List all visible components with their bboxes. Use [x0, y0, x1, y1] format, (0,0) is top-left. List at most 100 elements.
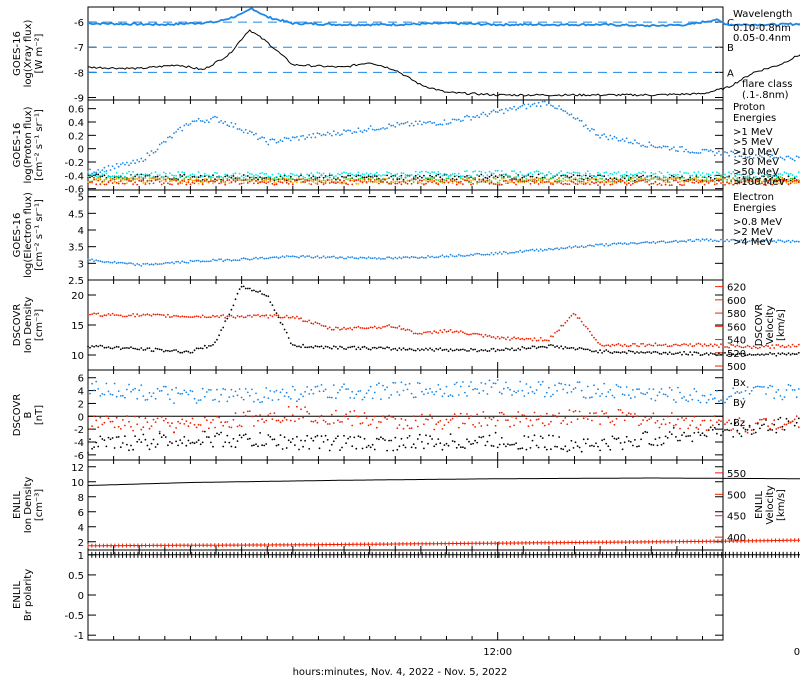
data-point	[666, 171, 669, 174]
data-point	[580, 347, 583, 350]
data-point	[625, 137, 628, 140]
data-point	[242, 257, 245, 260]
data-point	[738, 345, 741, 348]
data-point	[480, 436, 483, 439]
data-point	[142, 433, 145, 436]
data-point	[210, 316, 212, 319]
data-point	[765, 152, 767, 155]
y-right-tick-label: 500	[727, 362, 746, 373]
data-point	[705, 148, 708, 151]
data-point	[324, 176, 327, 179]
data-point	[570, 247, 573, 249]
data-point	[423, 175, 425, 178]
data-point	[617, 351, 620, 354]
data-point	[361, 177, 364, 180]
data-point	[177, 315, 180, 318]
data-point	[224, 183, 227, 186]
data-point	[595, 338, 597, 341]
data-point	[666, 145, 669, 148]
data-point	[773, 347, 776, 349]
data-point	[343, 257, 345, 260]
data-point	[380, 180, 382, 183]
data-point	[117, 177, 120, 180]
data-point	[171, 350, 173, 352]
data-point	[105, 183, 108, 186]
data-point	[212, 343, 214, 346]
data-point	[201, 314, 204, 317]
data-point	[668, 351, 671, 354]
data-point	[193, 260, 196, 262]
data-point	[455, 174, 458, 177]
data-point	[363, 176, 366, 179]
data-point	[433, 121, 436, 124]
data-point	[738, 239, 741, 242]
data-point	[222, 387, 225, 390]
data-point	[599, 173, 601, 176]
data-point	[291, 385, 294, 388]
data-point	[177, 350, 180, 353]
data-point	[732, 353, 735, 356]
data-point	[662, 240, 665, 243]
data-point	[648, 141, 651, 144]
data-point	[101, 173, 104, 176]
data-point	[470, 183, 472, 186]
data-point	[713, 343, 716, 346]
data-point	[459, 120, 462, 123]
data-point	[689, 176, 692, 179]
data-point	[216, 172, 218, 175]
data-point	[480, 253, 483, 256]
data-point	[658, 170, 661, 173]
data-point	[337, 172, 339, 175]
data-point	[453, 118, 456, 121]
data-point	[265, 140, 268, 143]
data-point	[150, 395, 153, 398]
data-point	[660, 172, 663, 175]
data-point	[271, 138, 274, 141]
data-point	[101, 169, 104, 172]
data-point	[693, 351, 696, 353]
data-point	[640, 172, 642, 175]
data-point	[332, 181, 335, 184]
data-point	[656, 351, 659, 354]
data-point	[275, 178, 278, 181]
y-axis-title: [cm⁻² s⁻¹ sr⁻¹]	[34, 109, 45, 181]
data-point	[769, 178, 771, 181]
series-2mev	[87, 238, 800, 267]
data-point	[357, 390, 360, 393]
data-point	[310, 322, 313, 325]
data-point	[662, 145, 665, 148]
data-point	[709, 343, 712, 346]
data-point	[691, 178, 694, 181]
data-point	[414, 178, 417, 181]
data-point	[369, 175, 372, 178]
data-point	[320, 180, 323, 182]
data-point	[328, 179, 331, 182]
data-point	[298, 345, 300, 348]
data-point	[197, 399, 200, 402]
data-point	[421, 333, 423, 335]
data-point	[269, 435, 272, 438]
data-point	[359, 436, 362, 438]
data-point	[771, 429, 774, 431]
data-point	[478, 333, 481, 336]
data-point	[597, 178, 599, 181]
data-point	[263, 181, 266, 184]
data-point	[619, 180, 622, 183]
data-point	[263, 177, 266, 180]
data-point	[351, 173, 354, 176]
data-point	[396, 178, 399, 181]
y-axis-title: GOES-16	[12, 31, 23, 76]
data-point	[683, 184, 685, 186]
data-point	[777, 182, 780, 185]
data-point	[775, 175, 778, 178]
y-tick-label: -8	[74, 68, 84, 79]
data-point	[496, 181, 499, 184]
data-point	[107, 175, 110, 178]
data-point	[752, 345, 755, 348]
data-point	[156, 178, 159, 181]
data-point	[474, 253, 476, 255]
data-point	[324, 257, 327, 259]
data-point	[220, 179, 223, 182]
data-point	[787, 352, 790, 354]
data-point	[285, 314, 288, 317]
